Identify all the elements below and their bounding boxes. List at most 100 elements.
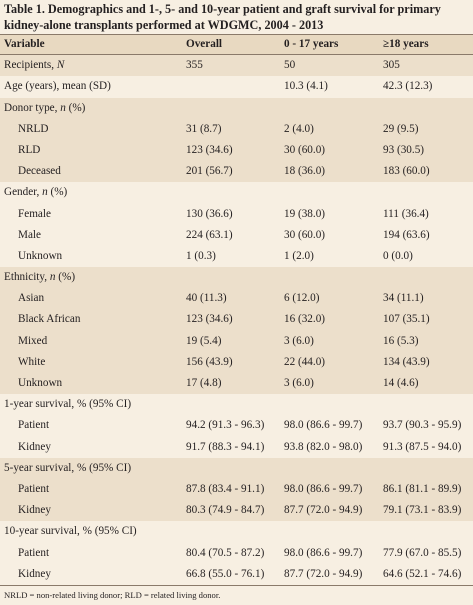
row-label: 1-year survival, % (95% CI) — [4, 398, 132, 411]
cell-0-17: 30 (60.0) — [284, 143, 326, 156]
row-label: 5-year survival, % (95% CI) — [4, 461, 132, 474]
cell-overall: 123 (34.6) — [186, 313, 233, 326]
cell-overall: 224 (63.1) — [186, 228, 233, 241]
cell-18-plus: 34 (11.1) — [383, 292, 424, 305]
table-row: Kidney 80.3 (74.9 - 84.7) 87.7 (72.0 - 94.… — [0, 500, 473, 522]
table-row: Kidney 66.8 (55.0 - 76.1) 87.7 (72.0 - 94.… — [0, 564, 473, 585]
cell-0-17: 98.0 (86.6 - 99.7) — [284, 482, 363, 495]
table-row: Mixed 19 (5.4) 3 (6.0) 16 (5.3) — [0, 330, 473, 352]
cell-18-plus: 77.9 (67.0 - 85.5) — [383, 546, 462, 559]
cell-overall: 80.3 (74.9 - 84.7) — [186, 504, 265, 517]
table-row: White 156 (43.9) 22 (44.0) 134 (43.9) — [0, 351, 473, 373]
table-row: Recipients, N 355 50 305 — [0, 55, 473, 77]
table-row: 1-year survival, % (95% CI) — [0, 394, 473, 415]
table-row: Gender, n (%) — [0, 182, 473, 203]
cell-overall: 31 (8.7) — [186, 122, 222, 135]
cell-18-plus: 111 (36.4) — [383, 207, 429, 220]
table-row: Male 224 (63.1) 30 (60.0) 194 (63.6) — [0, 225, 473, 246]
cell-0-17: 22 (44.0) — [284, 355, 326, 368]
cell-18-plus: 86.1 (81.1 - 89.9) — [383, 482, 462, 495]
table-row: Black African 123 (34.6) 16 (32.0) 107 (35.… — [0, 309, 473, 331]
cell-overall: 355 — [186, 59, 203, 72]
header-variable: Variable — [4, 38, 45, 50]
cell-overall: 87.8 (83.4 - 91.1) — [186, 482, 265, 495]
table-footnote: NRLD = non-related living donor; RLD = r… — [4, 590, 221, 600]
cell-18-plus: 93.7 (90.3 - 95.9) — [383, 419, 462, 432]
row-label: Mixed — [18, 334, 48, 347]
cell-0-17: 16 (32.0) — [284, 313, 326, 326]
table-row: Unknown 17 (4.8) 3 (6.0) 14 (4.6) — [0, 373, 473, 395]
row-label: NRLD — [18, 122, 49, 135]
cell-0-17: 2 (4.0) — [284, 122, 314, 135]
table-row: 10-year survival, % (95% CI) — [0, 521, 473, 542]
cell-overall: 91.7 (88.3 - 94.1) — [186, 440, 265, 453]
table-row: Unknown 1 (0.3) 1 (2.0) 0 (0.0) — [0, 246, 473, 267]
cell-18-plus: 305 — [383, 59, 400, 72]
cell-18-plus: 183 (60.0) — [383, 165, 430, 178]
cell-overall: 1 (0.3) — [186, 249, 216, 262]
cell-overall: 80.4 (70.5 - 87.2) — [186, 546, 265, 559]
row-label: Kidney — [18, 504, 51, 517]
table-header-row: Variable Overall 0 - 17 years ≥18 years — [0, 34, 473, 56]
demographics-table: Variable Overall 0 - 17 years ≥18 years … — [0, 34, 473, 585]
cell-overall: 19 (5.4) — [186, 334, 222, 347]
cell-overall: 40 (11.3) — [186, 292, 227, 305]
cell-0-17: 10.3 (4.1) — [284, 80, 328, 93]
cell-0-17: 19 (38.0) — [284, 207, 326, 220]
cell-0-17: 3 (6.0) — [284, 377, 314, 389]
cell-overall: 66.8 (55.0 - 76.1) — [186, 567, 265, 580]
row-label: White — [18, 355, 46, 368]
cell-18-plus: 29 (9.5) — [383, 122, 419, 135]
table-row: Donor type, n (%) — [0, 97, 473, 119]
cell-0-17: 1 (2.0) — [284, 249, 314, 262]
cell-18-plus: 194 (63.6) — [383, 228, 430, 241]
row-label: Patient — [18, 419, 50, 432]
cell-18-plus: 42.3 (12.3) — [383, 80, 433, 93]
row-label: 10-year survival, % (95% CI) — [4, 525, 137, 538]
table-row: Patient 94.2 (91.3 - 96.3) 98.0 (86.6 - 99… — [0, 415, 473, 436]
row-label: Black African — [18, 313, 81, 326]
cell-18-plus: 0 (0.0) — [383, 249, 413, 262]
cell-overall: 123 (34.6) — [186, 143, 233, 156]
cell-0-17: 50 — [284, 59, 296, 72]
cell-0-17: 87.7 (72.0 - 94.9) — [284, 504, 363, 517]
row-label: Deceased — [18, 165, 61, 178]
cell-0-17: 30 (60.0) — [284, 228, 326, 241]
row-label: Unknown — [18, 377, 63, 389]
row-label: Patient — [18, 482, 50, 495]
cell-overall: 17 (4.8) — [186, 377, 222, 389]
table-row: 5-year survival, % (95% CI) — [0, 457, 473, 479]
row-label: Unknown — [18, 249, 63, 262]
cell-overall: 94.2 (91.3 - 96.3) — [186, 419, 265, 432]
table-row: Patient 87.8 (83.4 - 91.1) 98.0 (86.6 - 99… — [0, 478, 473, 501]
table-body: Recipients, N 355 50 305 Age (years), mean (… — [0, 55, 473, 585]
table-row: Age (years), mean (SD) 10.3 (4.1) 42.3 (12… — [0, 76, 473, 97]
table-row: Deceased 201 (56.7) 18 (36.0) 183 (60.0) — [0, 161, 473, 183]
table-bottom-rule — [0, 585, 473, 586]
cell-0-17: 93.8 (82.0 - 98.0) — [284, 440, 363, 453]
cell-18-plus: 16 (5.3) — [383, 334, 419, 347]
cell-overall: 130 (36.6) — [186, 207, 233, 220]
row-label: Kidney — [18, 440, 51, 453]
cell-18-plus: 14 (4.6) — [383, 377, 419, 389]
cell-18-plus: 134 (43.9) — [383, 355, 430, 368]
header-0-17: 0 - 17 years — [284, 38, 339, 50]
row-label: Asian — [18, 292, 45, 305]
cell-18-plus: 93 (30.5) — [383, 143, 425, 156]
table-row: Kidney 91.7 (88.3 - 94.1) 93.8 (82.0 - 98.… — [0, 437, 473, 458]
row-label: Kidney — [18, 567, 51, 580]
cell-0-17: 87.7 (72.0 - 94.9) — [284, 567, 363, 580]
cell-18-plus: 91.3 (87.5 - 94.0) — [383, 440, 462, 453]
cell-0-17: 98.0 (86.6 - 99.7) — [284, 546, 363, 559]
row-label: Age (years), mean (SD) — [4, 80, 111, 93]
table-row: Asian 40 (11.3) 6 (12.0) 34 (11.1) — [0, 288, 473, 310]
table-caption: Table 1. Demographics and 1-, 5- and 10-… — [4, 2, 441, 32]
table-row: NRLD 31 (8.7) 2 (4.0) 29 (9.5) — [0, 118, 473, 140]
cell-0-17: 98.0 (86.6 - 99.7) — [284, 419, 363, 432]
row-label: Recipients, N — [4, 59, 65, 72]
row-label: Patient — [18, 546, 50, 559]
header-overall: Overall — [186, 38, 223, 50]
row-label: Female — [18, 207, 51, 220]
cell-0-17: 18 (36.0) — [284, 165, 326, 178]
table-row: Female 130 (36.6) 19 (38.0) 111 (36.4) — [0, 204, 473, 225]
